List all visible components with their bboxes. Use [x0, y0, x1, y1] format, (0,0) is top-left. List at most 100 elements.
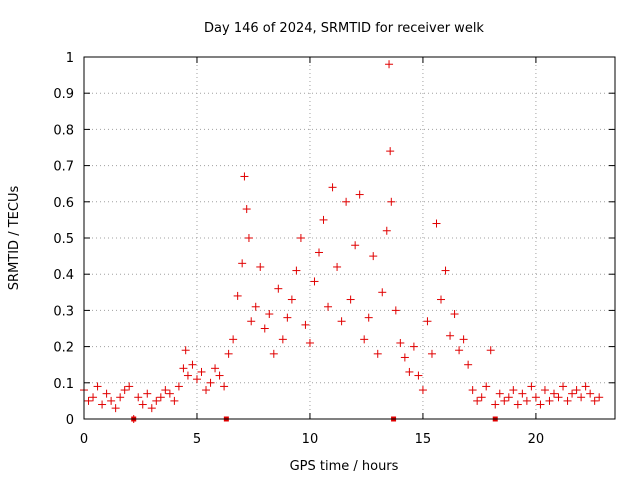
data-point: [224, 349, 233, 358]
data-point: [247, 317, 256, 326]
data-point: [595, 393, 604, 402]
data-point: [134, 393, 143, 402]
data-point: [427, 349, 436, 358]
data-point: [387, 197, 396, 206]
data-point: [373, 349, 382, 358]
data-point: [450, 310, 459, 319]
data-point: [513, 400, 522, 409]
data-point: [165, 389, 174, 398]
data-point: [364, 313, 373, 322]
data-point: [540, 386, 549, 395]
data-point: [84, 396, 93, 405]
data-point: [269, 349, 278, 358]
y-tick-label: 0: [66, 413, 74, 428]
data-point: [206, 378, 215, 387]
x-tick-label: 20: [528, 432, 545, 447]
data-point: [351, 241, 360, 250]
data-point: [147, 404, 156, 413]
data-point: [98, 400, 107, 409]
data-point: [192, 375, 201, 384]
data-point: [378, 288, 387, 297]
data-point: [287, 295, 296, 304]
data-point: [559, 382, 568, 391]
data-point: [360, 335, 369, 344]
data-point: [183, 371, 192, 380]
data-point: [482, 382, 491, 391]
data-point: [324, 302, 333, 311]
data-point: [441, 266, 450, 275]
data-point: [242, 205, 251, 214]
data-point: [220, 382, 229, 391]
data-point: [337, 317, 346, 326]
data-point: [545, 396, 554, 405]
data-point: [468, 386, 477, 395]
data-point: [391, 306, 400, 315]
data-point: [89, 393, 98, 402]
data-point: [202, 386, 211, 395]
y-tick-label: 0.6: [53, 196, 74, 211]
data-point: [581, 382, 590, 391]
data-point: [143, 389, 152, 398]
data-point: [278, 335, 287, 344]
data-point: [527, 382, 536, 391]
data-point: [509, 386, 518, 395]
plot-frame: [83, 56, 616, 420]
y-tick-label: 0.1: [53, 377, 74, 392]
chart-title: Day 146 of 2024, SRMTID for receiver wel…: [204, 21, 484, 36]
data-point: [386, 147, 395, 156]
data-point: [346, 295, 355, 304]
data-point: [554, 393, 563, 402]
data-point: [251, 302, 260, 311]
data-point: [314, 248, 323, 257]
data-point: [152, 396, 161, 405]
data-point: [256, 262, 265, 271]
x-tick-label: 15: [415, 432, 432, 447]
data-point: [473, 396, 482, 405]
data-point: [409, 342, 418, 351]
data-point: [179, 364, 188, 373]
data-point: [572, 386, 581, 395]
data-point: [161, 386, 170, 395]
data-point: [283, 313, 292, 322]
data-point: [120, 386, 129, 395]
data-point: [369, 252, 378, 261]
data-point: [396, 338, 405, 347]
data-point: [563, 396, 572, 405]
data-point: [102, 389, 111, 398]
data-point: [138, 400, 147, 409]
y-tick-label: 0.4: [53, 268, 74, 283]
data-point: [423, 317, 432, 326]
data-point: [518, 389, 527, 398]
data-point: [156, 393, 165, 402]
data-point: [107, 396, 116, 405]
data-point: [522, 396, 531, 405]
grid-layer: [84, 57, 615, 419]
data-point: [486, 346, 495, 355]
x-axis-label: GPS time / hours: [290, 459, 399, 474]
data-point: [477, 393, 486, 402]
data-point: [491, 400, 500, 409]
x-tick-label: 5: [193, 432, 201, 447]
data-point: [459, 335, 468, 344]
data-point: [238, 259, 247, 268]
data-point: [495, 389, 504, 398]
data-point: [215, 371, 224, 380]
data-point: [319, 215, 328, 224]
data-point: [240, 172, 249, 181]
data-point: [229, 335, 238, 344]
data-point: [536, 400, 545, 409]
data-point: [455, 346, 464, 355]
y-tick-label: 0.3: [53, 304, 74, 319]
y-tick-label: 0.8: [53, 123, 74, 138]
y-axis-label: SRMTID / TECUs: [7, 186, 22, 291]
data-point: [116, 393, 125, 402]
data-point: [93, 382, 102, 391]
data-point: [274, 284, 283, 293]
data-point: [504, 393, 513, 402]
data-point: [174, 382, 183, 391]
x-tick-label: 10: [302, 432, 319, 447]
data-point: [170, 396, 179, 405]
data-point: [531, 393, 540, 402]
data-point: [590, 396, 599, 405]
